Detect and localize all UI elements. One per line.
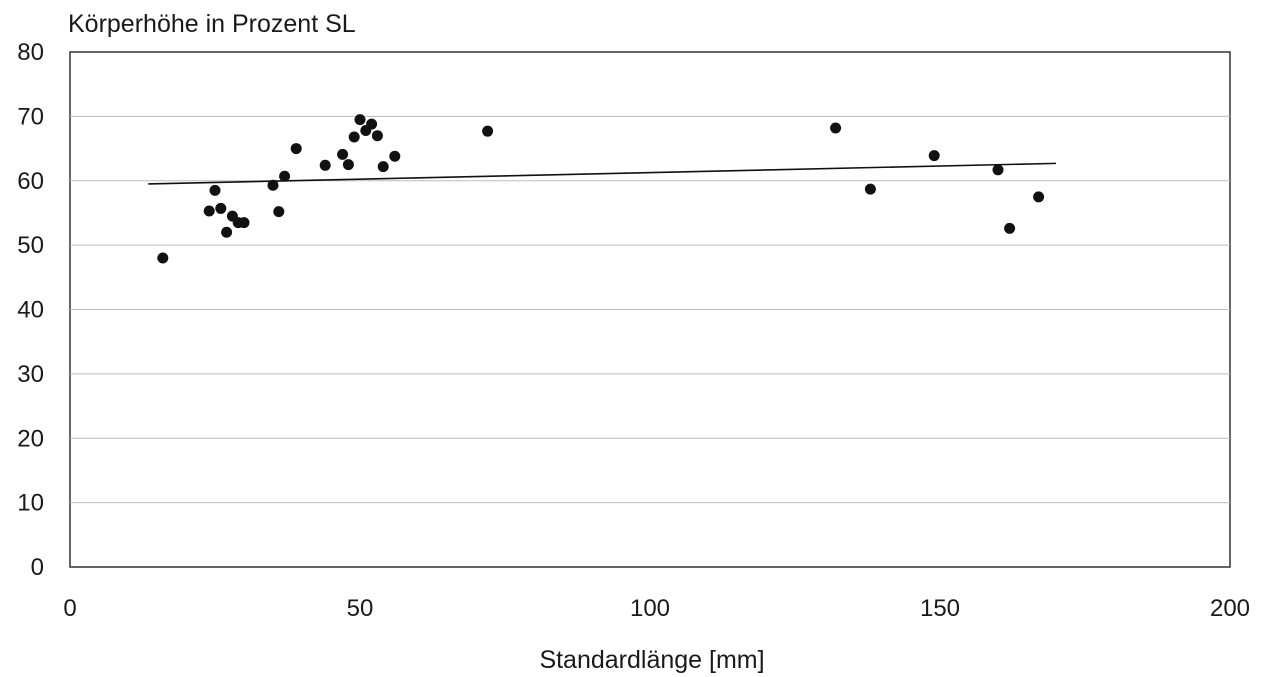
data-point — [342, 159, 354, 171]
data-point — [273, 206, 285, 218]
data-point — [279, 170, 291, 182]
x-tick-label: 150 — [920, 595, 960, 622]
data-points — [157, 114, 1045, 264]
data-point — [482, 125, 494, 137]
y-tick-label: 20 — [17, 425, 44, 452]
y-tick-label: 40 — [17, 297, 44, 324]
data-point — [389, 150, 401, 162]
y-tick-label: 80 — [17, 39, 44, 66]
trend-line — [148, 162, 1057, 185]
data-point — [215, 202, 227, 214]
y-axis-title: Körperhöhe in Prozent SL — [68, 10, 356, 38]
x-tick-label: 50 — [347, 595, 374, 622]
x-axis-ticks: 0 50 100 150 200 — [63, 595, 1250, 622]
y-axis-ticks: 0 10 20 30 40 50 60 70 80 — [17, 39, 44, 581]
data-point — [267, 179, 279, 191]
y-tick-label: 50 — [17, 232, 44, 259]
data-point — [337, 148, 349, 160]
data-point — [371, 130, 383, 142]
y-tick-label: 30 — [17, 361, 44, 388]
data-point — [348, 131, 360, 143]
data-point — [377, 161, 389, 173]
data-point — [1033, 191, 1045, 203]
y-tick-label: 60 — [17, 168, 44, 195]
y-tick-label: 0 — [31, 554, 44, 581]
x-tick-label: 200 — [1210, 595, 1250, 622]
data-point — [319, 159, 331, 171]
y-tick-label: 10 — [17, 490, 44, 517]
x-tick-label: 0 — [63, 595, 76, 622]
x-tick-label: 100 — [630, 595, 670, 622]
data-point — [238, 217, 250, 229]
data-point — [209, 184, 221, 196]
data-point — [1004, 222, 1016, 234]
gridlines — [70, 115, 1230, 504]
x-axis-title: Standardlänge [mm] — [539, 646, 764, 674]
data-point — [290, 143, 302, 155]
data-point — [366, 118, 378, 130]
data-point — [157, 252, 169, 264]
data-point — [830, 122, 842, 134]
data-point — [864, 183, 876, 195]
data-point — [354, 114, 366, 126]
y-tick-label: 70 — [17, 103, 44, 130]
data-point — [928, 150, 940, 162]
data-point — [203, 205, 215, 217]
data-point — [992, 164, 1004, 176]
data-point — [221, 226, 233, 238]
